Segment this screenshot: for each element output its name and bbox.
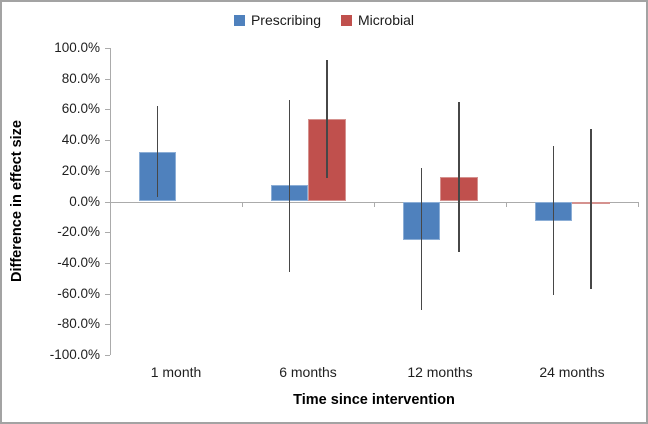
y-tick-mark (105, 293, 110, 295)
x-tick-mark (506, 201, 507, 207)
y-tick-label: -20.0% (57, 224, 100, 240)
legend-label-microbial: Microbial (358, 12, 415, 28)
x-category-label: 12 months (407, 364, 473, 380)
y-tick-label: 20.0% (61, 162, 100, 178)
x-category-label: 24 months (539, 364, 605, 380)
error-bar-microbial-12-months (458, 101, 460, 253)
y-tick-label: -80.0% (57, 316, 100, 332)
error-bar-microbial-24-months (590, 129, 592, 289)
error-bar-microbial-6-months (326, 60, 328, 179)
y-tick-mark (105, 262, 110, 264)
legend-label-prescribing: Prescribing (250, 12, 321, 28)
x-category-label: 6 months (279, 364, 337, 380)
y-tick-label: -40.0% (57, 254, 100, 270)
y-tick-label: 80.0% (61, 70, 100, 86)
y-tick-label: -100.0% (49, 347, 100, 362)
error-bar-prescribing-12-months (420, 167, 422, 311)
y-tick-mark (105, 109, 110, 111)
y-tick-mark (105, 170, 110, 172)
x-tick-mark (242, 201, 243, 207)
y-tick-mark (105, 232, 110, 234)
y-tick-mark (105, 48, 110, 49)
error-bar-prescribing-24-months (552, 146, 554, 296)
legend-item-prescribing: Prescribing (233, 12, 321, 28)
legend-swatch-prescribing-icon (233, 14, 245, 26)
legend-swatch-microbial-icon (341, 14, 352, 26)
error-bar-prescribing-6-months (288, 100, 290, 273)
y-tick-mark (105, 140, 110, 142)
x-category-label: 1 month (150, 364, 202, 380)
y-tick-label: 60.0% (61, 101, 100, 117)
y-tick-label: 0.0% (69, 193, 100, 209)
y-tick-label: 100.0% (54, 40, 100, 55)
y-tick-mark (105, 355, 110, 356)
y-tick-mark (105, 201, 110, 203)
legend: Prescribing Microbial (2, 12, 646, 28)
y-tick-label: -60.0% (57, 285, 100, 301)
error-bar-prescribing-1-month (156, 106, 158, 197)
x-tick-mark (638, 201, 639, 207)
legend-item-microbial: Microbial (341, 12, 414, 28)
y-tick-mark (105, 78, 110, 80)
x-tick-mark (374, 201, 375, 207)
y-tick-mark (105, 324, 110, 326)
y-tick-label: 40.0% (61, 132, 100, 148)
x-axis-title: Time since intervention (293, 392, 455, 408)
